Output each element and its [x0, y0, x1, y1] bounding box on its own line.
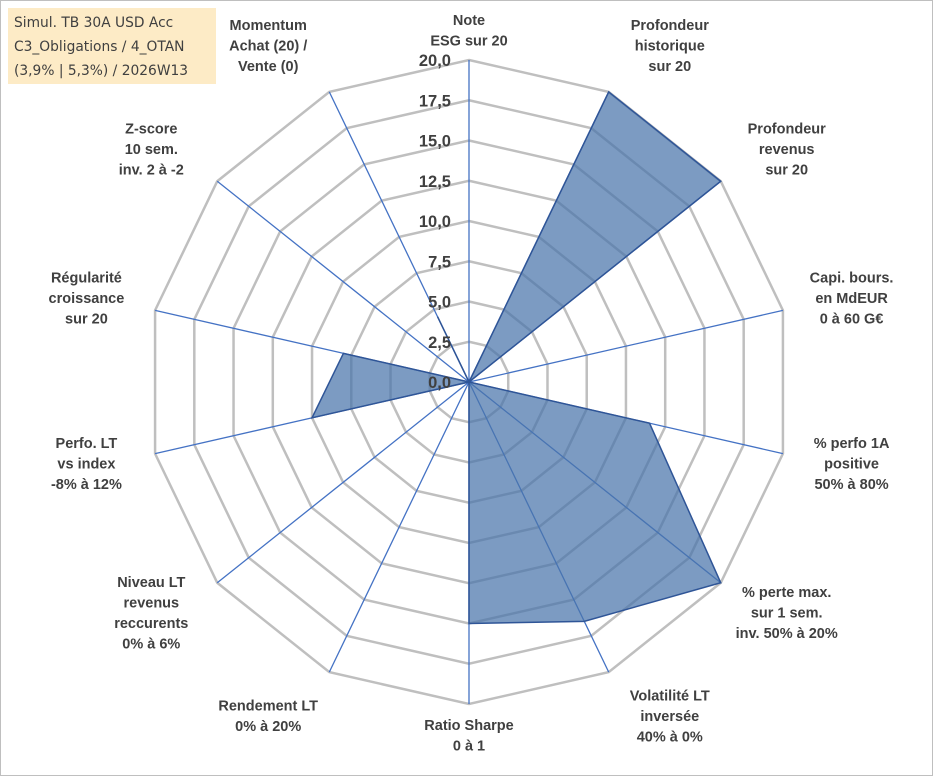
tick-label: 5,0	[428, 294, 451, 312]
axis-label-line: Perfo. LT	[56, 436, 118, 452]
tick-label: 15,0	[419, 133, 451, 151]
axis-label-line: Ratio Sharpe	[424, 718, 513, 734]
tick-labels: 0,0 2,5 5,0 7,5 10,0 12,5 15,0 17,5 20,0	[419, 52, 451, 392]
axis-label: Note ESG sur 20	[430, 13, 507, 50]
axis-label-line: revenus	[123, 595, 179, 611]
axis-label: Régularité croissance sur 20	[49, 270, 125, 327]
axis-label-line: Achat (20) /	[229, 39, 307, 55]
tick-label: 0,0	[428, 374, 451, 392]
axis-label-line: 0% à 20%	[235, 719, 301, 735]
spoke-line	[468, 309, 784, 383]
axis-label: Perfo. LT vs index -8% à 12%	[51, 436, 122, 493]
axis-label-line: Note	[453, 13, 485, 29]
tick-label: 2,5	[428, 334, 451, 352]
tick-label: 17,5	[419, 92, 451, 110]
tick-label: 7,5	[428, 253, 451, 271]
spoke-line	[216, 180, 470, 383]
axis-label-line: Profondeur	[748, 121, 826, 137]
axis-label-line: 40% à 0%	[637, 729, 703, 745]
axis-label-line: inv. 2 à -2	[119, 162, 184, 178]
title-line-3: (3,9% | 5,3%) / 2026W13	[14, 63, 189, 79]
axis-label-line: sur 1 sem.	[751, 606, 823, 622]
tick-label: 10,0	[419, 213, 451, 231]
axis-label-line: vs index	[57, 457, 115, 473]
axis-label-line: 10 sem.	[125, 142, 178, 158]
axis-label-line: % perte max.	[742, 585, 831, 601]
axis-label-line: revenus	[759, 142, 815, 158]
axis-label-line: 0% à 6%	[122, 636, 180, 652]
axis-label: Niveau LT revenus reccurents 0% à 6%	[114, 575, 188, 653]
axis-label-line: Régularité	[51, 270, 122, 286]
axis-label-line: 0 à 1	[453, 739, 485, 755]
axis-label-line: positive	[824, 457, 879, 473]
tick-label: 12,5	[419, 173, 451, 191]
axis-label-line: Profondeur	[631, 18, 709, 34]
spoke-line	[216, 381, 470, 584]
axis-label: Profondeur historique sur 20	[631, 18, 709, 75]
axis-label-line: Rendement LT	[218, 699, 318, 715]
axis-label: Capi. bours. en MdEUR 0 à 60 G€	[810, 270, 894, 327]
series-polygon	[310, 90, 722, 625]
axis-label-line: sur 20	[765, 162, 808, 178]
axis-label-line: croissance	[49, 291, 125, 307]
axis-labels: Note ESG sur 20 Profondeur historique sur 20…	[49, 13, 894, 755]
axis-label: % perte max. sur 1 sem. inv. 50% à 20%	[736, 585, 838, 642]
axis-label-line: en MdEUR	[815, 291, 888, 307]
axis-label-line: Z-score	[125, 121, 177, 137]
axis-label-line: Vente (0)	[238, 59, 299, 75]
axis-label: Momentum Achat (20) / Vente (0)	[229, 18, 307, 75]
title-line-2: C3_Obligations / 4_OTAN	[14, 39, 185, 55]
title-line-1: Simul. TB 30A USD Acc	[14, 15, 174, 31]
axis-label-line: sur 20	[65, 311, 108, 327]
axis-label-line: historique	[635, 39, 705, 55]
axis-label-line: sur 20	[648, 59, 691, 75]
axis-label-line: Capi. bours.	[810, 270, 894, 286]
axis-label-line: ESG sur 20	[430, 34, 507, 50]
axis-label: Ratio Sharpe 0 à 1	[424, 718, 513, 755]
axis-label-line: inv. 50% à 20%	[736, 626, 838, 642]
axis-label-line: 0 à 60 G€	[820, 311, 884, 327]
axis-label-line: Volatilité LT	[630, 688, 710, 704]
tick-label: 20,0	[419, 52, 451, 70]
chart-title: Simul. TB 30A USD Acc C3_Obligations / 4…	[8, 8, 216, 84]
axis-label-line: -8% à 12%	[51, 477, 122, 493]
spoke-line	[328, 381, 470, 673]
axis-label-line: inversée	[640, 709, 699, 725]
axis-label-line: reccurents	[114, 616, 188, 632]
axis-label: Volatilité LT inversée 40% à 0%	[630, 688, 710, 745]
axis-label: Z-score 10 sem. inv. 2 à -2	[119, 121, 184, 178]
axis-label-line: 50% à 80%	[814, 477, 888, 493]
axis-label: % perfo 1A positive 50% à 80%	[814, 436, 890, 493]
axis-label: Rendement LT 0% à 20%	[218, 699, 318, 736]
axis-label-line: % perfo 1A	[814, 436, 890, 452]
axis-label-line: Momentum	[230, 18, 307, 34]
axis-label: Profondeur revenus sur 20	[748, 121, 826, 178]
axis-label-line: Niveau LT	[117, 575, 185, 591]
series-area	[310, 90, 722, 625]
